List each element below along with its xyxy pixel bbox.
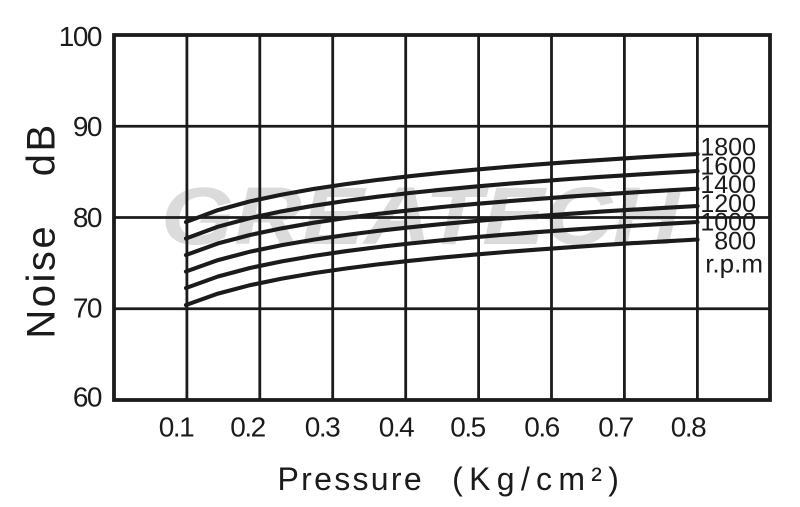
svg-text:800: 800 [714,228,756,256]
svg-text:0.5: 0.5 [450,412,485,443]
svg-text:r.p.m: r.p.m [705,249,763,279]
svg-text:1400: 1400 [700,171,756,199]
svg-text:1000: 1000 [700,209,756,237]
svg-text:0.6: 0.6 [524,412,559,443]
svg-text:0.4: 0.4 [379,412,414,443]
svg-text:1800: 1800 [700,134,756,162]
svg-text:70: 70 [73,293,102,324]
svg-text:90: 90 [73,111,102,142]
svg-text:0.3: 0.3 [305,412,340,443]
svg-text:Pressure (Kg/cm²): Pressure (Kg/cm²) [278,461,626,497]
svg-text:0.8: 0.8 [671,412,706,443]
svg-text:0.2: 0.2 [230,412,265,443]
svg-text:0.7: 0.7 [598,412,633,443]
svg-text:Noise dB: Noise dB [20,122,64,338]
svg-text:60: 60 [73,381,102,412]
svg-text:80: 80 [73,202,102,233]
svg-text:1200: 1200 [700,190,756,218]
svg-text:0.1: 0.1 [159,412,194,443]
svg-text:100: 100 [59,21,102,52]
svg-text:1600: 1600 [700,152,756,180]
